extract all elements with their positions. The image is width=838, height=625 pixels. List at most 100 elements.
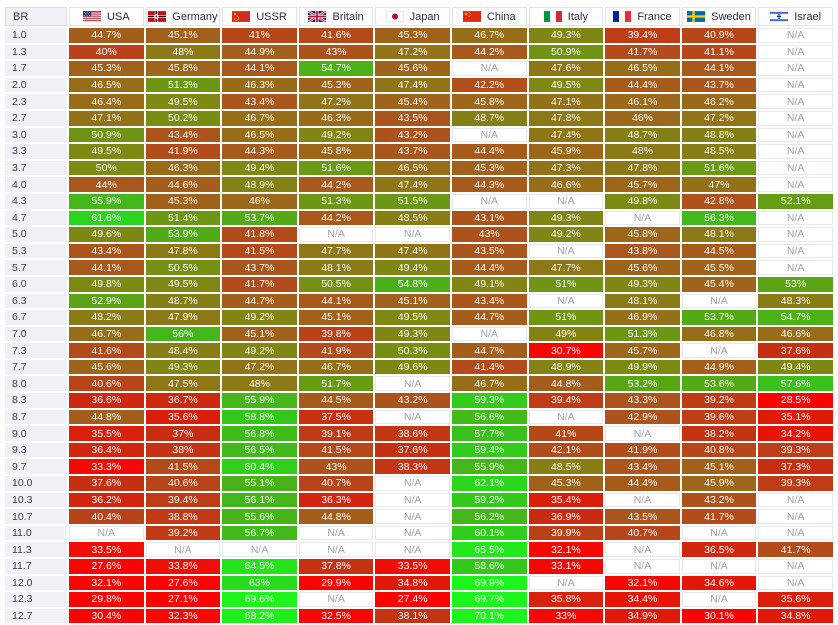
win-rate-row: 7.3 41.6% 48.4% 49.2% 41.9% 50.3% 44.7% 30.7% 45… [5, 343, 833, 358]
win-rate-cell: 50.3% [375, 343, 450, 358]
win-rate-cell: N/A [758, 210, 833, 226]
win-rate-cell: N/A [758, 575, 833, 591]
win-rate-cell: 59.2% [451, 492, 527, 508]
column-header-usa: USA [69, 7, 144, 26]
br-cell: 1.3 [5, 44, 67, 60]
win-rate-cell: 49.3% [605, 276, 680, 292]
win-rate-cell: 69.9% [451, 575, 527, 591]
italy-flag-icon [543, 11, 562, 22]
win-rate-cell: 47.2% [222, 359, 297, 375]
win-rate-cell: 48.8% [681, 127, 757, 143]
win-rate-cell: 27.1% [145, 592, 221, 607]
win-rate-cell: 46.4% [69, 94, 144, 109]
br-cell: 3.0 [5, 127, 67, 143]
win-rate-cell: 47.8% [145, 243, 221, 259]
win-rate-cell: 36.3% [298, 492, 374, 508]
win-rate-cell: 44.4% [605, 77, 680, 93]
br-cell: 7.3 [5, 343, 67, 358]
win-rate-cell: 44.3% [451, 177, 527, 192]
win-rate-cell: 47.1% [69, 110, 144, 126]
win-rate-cell: N/A [758, 492, 833, 508]
win-rate-row: 9.7 33.3% 41.5% 60.4% 43% 38.3% 55.9% 48.5% 43.4… [5, 459, 833, 475]
win-rate-cell: 68.2% [222, 608, 297, 624]
br-cell: 4.0 [5, 177, 67, 192]
column-header-content: Sweden [683, 8, 756, 25]
win-rate-cell: 35.8% [528, 592, 604, 607]
win-rate-cell: 49.5% [145, 276, 221, 292]
win-rate-cell: 49.5% [528, 77, 604, 93]
win-rate-cell: 49.2% [298, 127, 374, 143]
win-rate-cell: 27.4% [375, 592, 450, 607]
win-rate-cell: 43% [298, 44, 374, 60]
win-rate-cell: 49.8% [69, 276, 144, 292]
win-rate-cell: 45.5% [681, 260, 757, 275]
win-rate-row: 12.0 32.1% 27.6% 63% 29.9% 34.8% 69.9% N/A 32.1%… [5, 575, 833, 591]
win-rate-cell: 41.7% [605, 44, 680, 60]
win-rate-cell: N/A [222, 542, 297, 557]
win-rate-cell: 41.8% [222, 227, 297, 242]
win-rate-cell: 39.6% [681, 409, 757, 425]
br-cell: 5.3 [5, 243, 67, 259]
win-rate-cell: 49.1% [451, 276, 527, 292]
win-rate-cell: 43.2% [375, 127, 450, 143]
win-rate-cell: 46% [222, 193, 297, 209]
win-rate-cell: 37.6% [375, 442, 450, 458]
win-rate-cell: 34.8% [758, 608, 833, 624]
win-rate-cell: N/A [451, 127, 527, 143]
win-rate-cell: 43.2% [375, 393, 450, 408]
br-cell: 5.7 [5, 260, 67, 275]
br-cell: 12.0 [5, 575, 67, 591]
win-rate-cell: 42.8% [681, 193, 757, 209]
win-rate-cell: 36.5% [681, 542, 757, 557]
win-rate-cell: 44.1% [681, 61, 757, 76]
win-rate-cell: 65.5% [451, 542, 527, 557]
win-rate-cell: 50.9% [528, 44, 604, 60]
win-rate-cell: 34.8% [375, 575, 450, 591]
win-rate-cell: 45.6% [605, 260, 680, 275]
win-rate-cell: 48.5% [375, 210, 450, 226]
win-rate-cell: 46.9% [605, 310, 680, 325]
win-rate-row: 9.3 36.4% 38% 56.5% 41.5% 37.6% 59.4% 42.1% 41.9… [5, 442, 833, 458]
column-header-content: USSR [223, 8, 296, 25]
win-rate-table: BR USA Germany USSR Britain Japan China Italy F… [3, 5, 835, 625]
win-rate-cell: 53.9% [145, 227, 221, 242]
br-cell: 6.0 [5, 276, 67, 292]
win-rate-cell: 52.9% [69, 293, 144, 309]
win-rate-cell: N/A [758, 509, 833, 524]
win-rate-cell: 32.1% [528, 542, 604, 557]
win-rate-cell: 51.3% [145, 77, 221, 93]
win-rate-row: 8.3 36.6% 36.7% 55.9% 44.5% 43.2% 59.3% 39.4% 43… [5, 393, 833, 408]
win-rate-cell: N/A [758, 243, 833, 259]
column-header-label: Israel [794, 10, 822, 23]
win-rate-cell: 43.4% [605, 459, 680, 475]
win-rate-row: 11.0 N/A 39.2% 56.7% N/A N/A 60.1% 39.9% 40.7% N/… [5, 525, 833, 541]
win-rate-cell: 36.6% [69, 393, 144, 408]
win-rate-cell: 51% [528, 310, 604, 325]
win-rate-cell: N/A [605, 210, 680, 226]
win-rate-cell: 45.1% [681, 459, 757, 475]
win-rate-cell: 46.7% [69, 326, 144, 342]
win-rate-cell: N/A [298, 525, 374, 541]
win-rate-cell: 39.2% [681, 393, 757, 408]
win-rate-cell: 29.9% [298, 575, 374, 591]
win-rate-cell: 51.3% [298, 193, 374, 209]
win-rate-cell: 46.1% [605, 94, 680, 109]
win-rate-cell: 44.7% [69, 28, 144, 43]
win-rate-cell: 39.4% [145, 492, 221, 508]
win-rate-cell: 39.3% [758, 476, 833, 491]
win-rate-cell: 41.9% [298, 343, 374, 358]
win-rate-cell: N/A [528, 409, 604, 425]
win-rate-cell: 45.3% [451, 160, 527, 176]
britain-flag-icon [308, 11, 327, 22]
win-rate-cell: 44.6% [145, 177, 221, 192]
win-rate-cell: 44.8% [298, 509, 374, 524]
win-rate-cell: 47.2% [375, 44, 450, 60]
win-rate-cell: 64.5% [222, 559, 297, 574]
column-header-sweden: Sweden [681, 7, 757, 26]
win-rate-cell: N/A [528, 575, 604, 591]
win-rate-cell: 47.6% [528, 61, 604, 76]
win-rate-cell: N/A [758, 77, 833, 93]
win-rate-row: 7.0 46.7% 56% 45.1% 39.8% 49.3% N/A 49% 51.3% 46.… [5, 326, 833, 342]
win-rate-cell: 50.9% [69, 127, 144, 143]
column-header-label: Britain [332, 10, 364, 23]
